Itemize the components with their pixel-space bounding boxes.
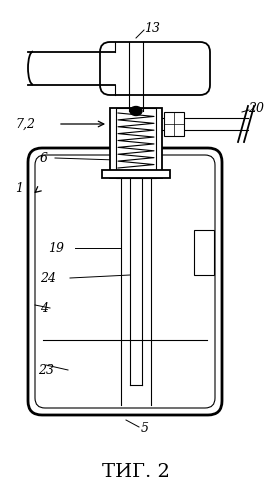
Text: 1: 1	[15, 182, 23, 195]
Text: 13: 13	[144, 21, 160, 34]
Text: 23: 23	[38, 363, 54, 377]
Bar	[102, 170, 170, 178]
Text: 5: 5	[141, 422, 149, 435]
Ellipse shape	[130, 106, 142, 115]
Text: 24: 24	[40, 271, 56, 284]
Text: 6: 6	[40, 152, 48, 165]
FancyBboxPatch shape	[100, 42, 210, 95]
Text: ΤИГ. 2: ΤИГ. 2	[102, 463, 170, 481]
FancyBboxPatch shape	[28, 148, 222, 415]
Bar	[164, 112, 184, 136]
Bar	[194, 230, 214, 275]
Text: 4: 4	[40, 301, 48, 314]
Text: 7,2: 7,2	[15, 117, 35, 131]
Bar	[110, 108, 162, 178]
Text: 19: 19	[48, 242, 64, 254]
Bar	[116, 108, 156, 178]
Text: 20: 20	[248, 101, 264, 114]
